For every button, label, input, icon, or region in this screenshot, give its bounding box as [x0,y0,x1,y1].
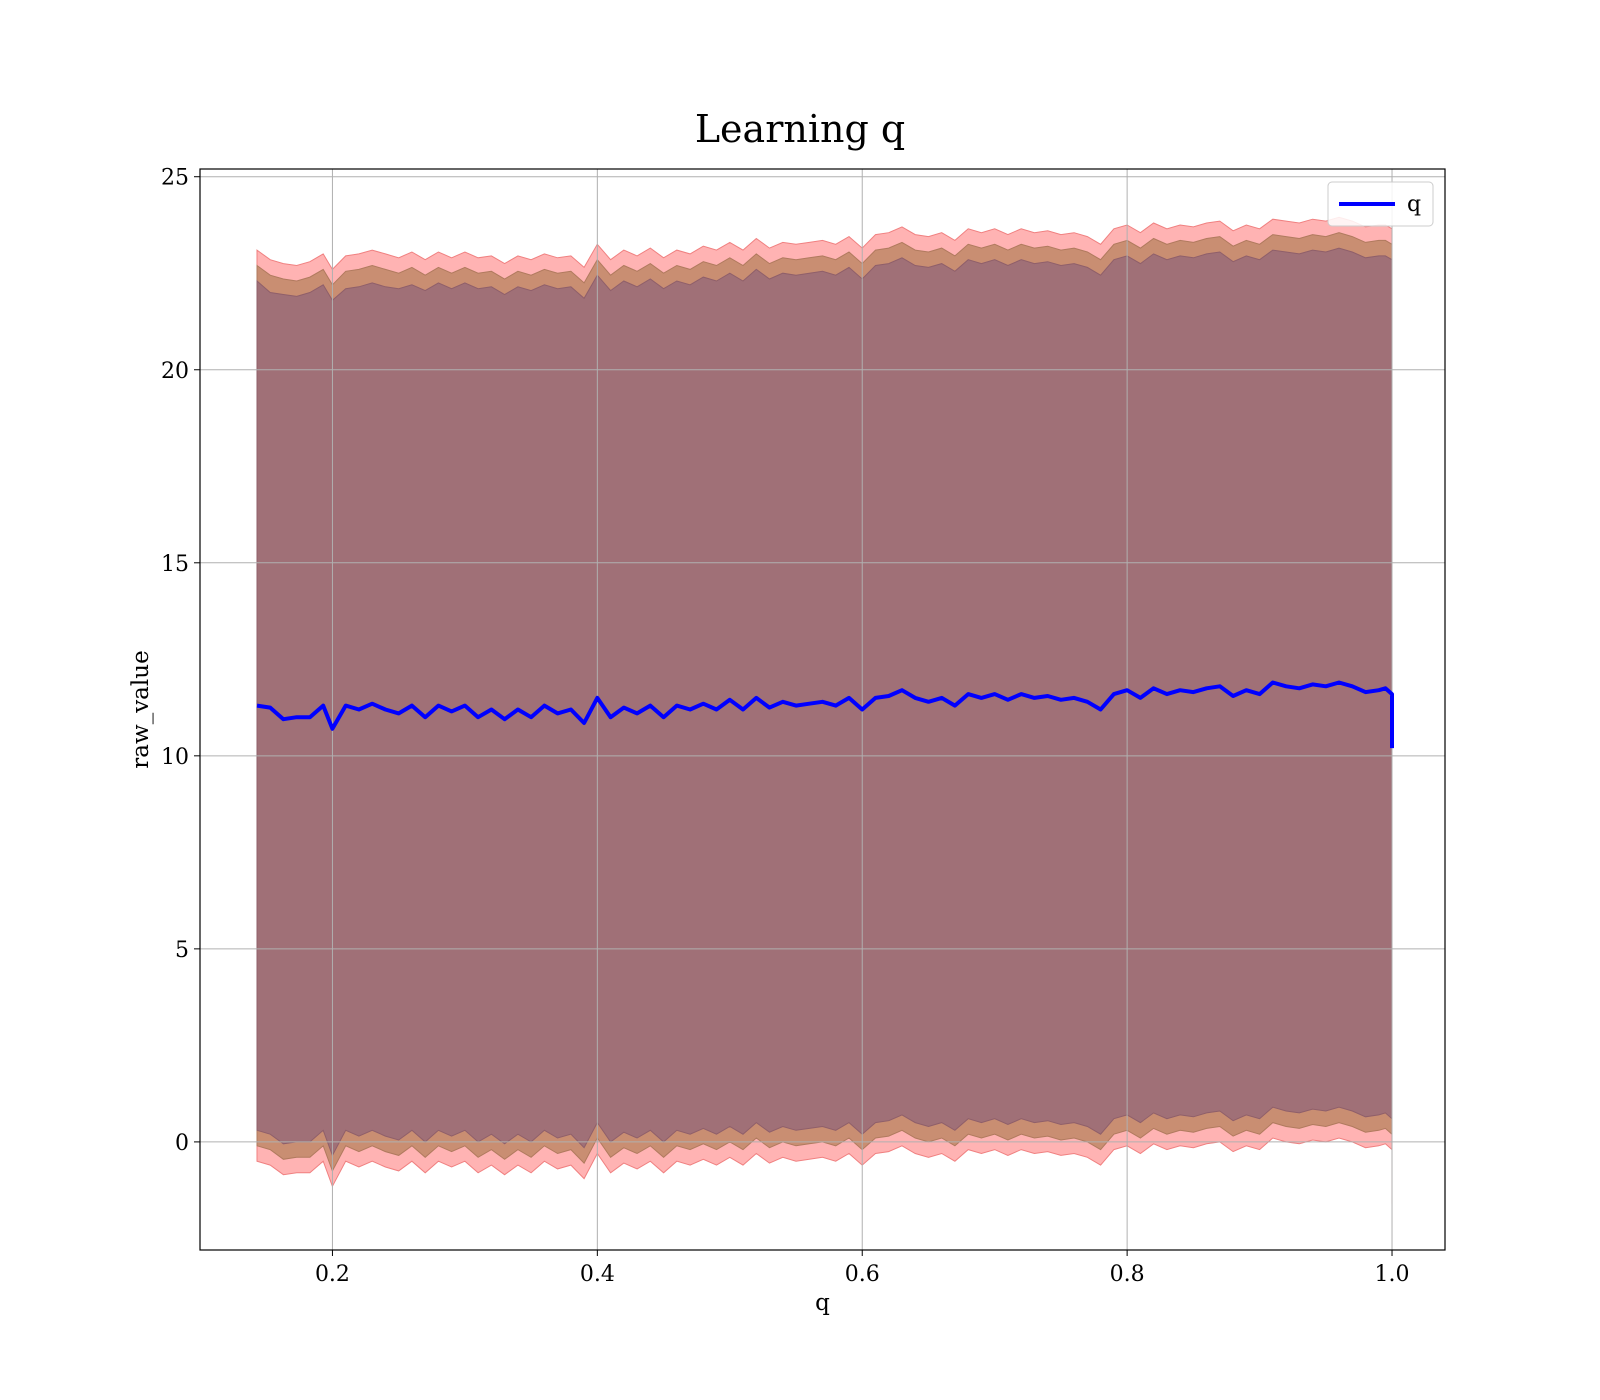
y-tick-label: 20 [161,359,189,384]
legend: q [1327,181,1434,227]
plot-frame [199,168,1446,1251]
x-tick-label: 0.4 [580,1262,615,1287]
grid-lines [200,169,1445,1250]
y-tick-label: 5 [175,938,189,963]
y-tick-label: 25 [161,166,189,191]
y-tick-label: 10 [161,745,189,770]
x-tick-label: 0.8 [1110,1262,1145,1287]
y-axis-label: raw_value [128,650,154,768]
x-tick-label: 1.0 [1375,1262,1410,1287]
y-tick-label: 15 [161,552,189,577]
x-tick-label: 0.6 [845,1262,880,1287]
series-line-q [256,680,1394,749]
chart-title: Learning q [695,107,905,151]
series-layer [256,680,1394,749]
confidence-bands [256,216,1393,1204]
legend-label-q: q [1407,192,1421,217]
x-axis-label: q [815,1290,830,1316]
x-tick-label: 0.2 [315,1262,350,1287]
inner-band [256,247,1393,1162]
y-tick-label: 0 [175,1131,189,1156]
y-axis-ticks: 0 5 10 15 20 25 [161,166,200,1156]
x-axis-ticks: 0.2 0.4 0.6 0.8 1.0 [315,1250,1410,1287]
